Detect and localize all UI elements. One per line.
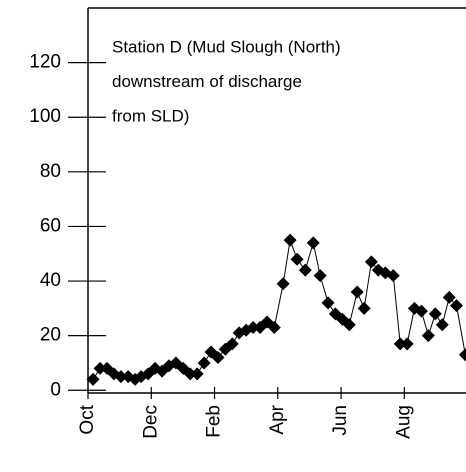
x-tick-label: Apr — [267, 404, 288, 434]
data-point — [386, 269, 400, 283]
data-point — [364, 255, 378, 269]
y-tick-label: 80 — [40, 161, 61, 182]
data-point — [450, 299, 464, 313]
x-tick-label: Dec — [140, 405, 161, 439]
data-point — [357, 301, 371, 315]
data-point — [190, 367, 204, 381]
data-point — [458, 348, 466, 362]
annotation: Station D (Mud Slough (North) — [112, 37, 341, 56]
data-point — [428, 307, 442, 321]
data-point — [421, 329, 435, 343]
annotation: from SLD) — [112, 106, 189, 125]
data-point — [225, 337, 239, 351]
y-tick-label: 0 — [50, 379, 61, 400]
x-tick-label: Oct — [77, 404, 98, 434]
data-point — [114, 370, 128, 384]
y-tick-label: 120 — [29, 52, 61, 73]
data-point — [267, 320, 281, 334]
data-point — [246, 320, 260, 334]
y-tick-label: 40 — [40, 270, 61, 291]
y-tick-label: 20 — [40, 325, 61, 346]
data-point — [306, 236, 320, 250]
x-tick-label: Feb — [204, 405, 225, 438]
data-point — [435, 318, 449, 332]
data-point — [290, 252, 304, 266]
data-point — [321, 296, 335, 310]
data-point — [442, 290, 456, 304]
data-point — [283, 233, 297, 247]
data-point — [211, 351, 225, 365]
data-point — [400, 337, 414, 351]
data-point — [393, 337, 407, 351]
data-point — [197, 356, 211, 370]
y-tick-label: 100 — [29, 106, 61, 127]
data-point — [276, 277, 290, 291]
data-point — [93, 361, 107, 375]
data-point — [350, 285, 364, 299]
x-tick-label: Jun — [330, 405, 351, 436]
y-tick-label: 60 — [40, 215, 61, 236]
data-point — [298, 263, 312, 277]
data-point — [86, 372, 100, 386]
data-point — [313, 269, 327, 283]
x-tick-label: Aug — [393, 405, 414, 439]
data-point — [414, 304, 428, 318]
data-point — [183, 367, 197, 381]
annotation: downstream of discharge — [112, 72, 302, 91]
annotation-background — [108, 30, 308, 134]
data-point — [342, 318, 356, 332]
